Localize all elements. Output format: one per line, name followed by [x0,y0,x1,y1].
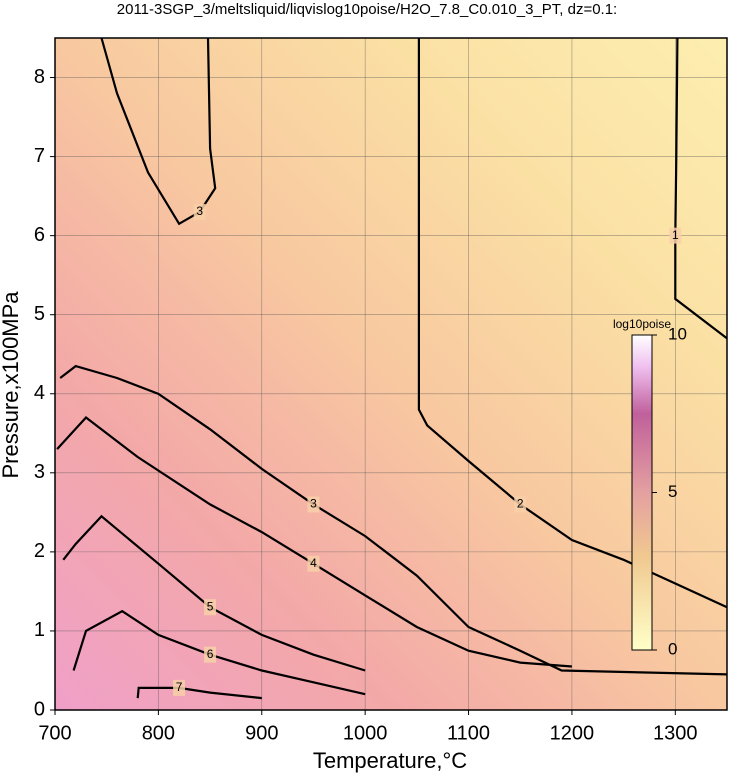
contour-label-bg [307,555,320,572]
contour-label-bg [307,496,320,513]
contour-label: 1 [672,228,679,242]
y-axis-label: Pressure,x100MPa [0,291,23,479]
contour-label-bg [204,646,217,663]
colorbar-tick-label: 0 [668,639,677,658]
colorbar-tick-label: 10 [668,324,687,343]
y-tick-label: 2 [34,540,45,562]
x-tick-label: 1200 [550,722,595,744]
contour-label: 3 [310,497,317,511]
plot-area [55,38,727,710]
y-tick-label: 4 [34,382,45,404]
contour-label: 5 [207,599,214,613]
colorbar-label: log10poise [613,317,671,331]
y-tick-label: 6 [34,224,45,246]
x-axis-label: Temperature,°C [313,748,467,773]
contour-label-bg [204,599,217,616]
contour-line [72,609,366,696]
y-tick-label: 7 [34,145,45,167]
contour-label-bg [173,679,186,696]
contour-label: 6 [207,647,214,661]
colorbar-tick-label: 5 [668,482,677,501]
contour-label: 4 [310,556,317,570]
x-tick-label: 900 [245,722,278,744]
contour-label-bg [669,227,682,244]
contour-label-bg [193,203,206,220]
y-tick-label: 8 [34,66,45,88]
y-tick-label: 5 [34,303,45,325]
x-tick-label: 1100 [447,722,490,744]
contour-label: 7 [176,680,183,694]
contour-label: 2 [517,497,524,511]
colorbar [631,334,653,651]
contour-label: 3 [196,204,203,218]
y-tick-label: 0 [34,698,45,720]
plot-frame [54,37,728,711]
x-tick-label: 1300 [653,722,698,744]
y-tick-label: 1 [34,619,45,641]
x-tick-label: 800 [142,722,175,744]
chart-title: 2011-3SGP_3/meltsliquid/liqvislog10poise… [117,1,617,18]
x-tick-label: 1000 [343,722,388,744]
contour-label-bg [514,496,527,513]
x-tick-label: 700 [38,722,71,744]
contour-line [62,514,366,672]
y-tick-label: 3 [34,461,45,483]
contour-line [100,37,217,226]
